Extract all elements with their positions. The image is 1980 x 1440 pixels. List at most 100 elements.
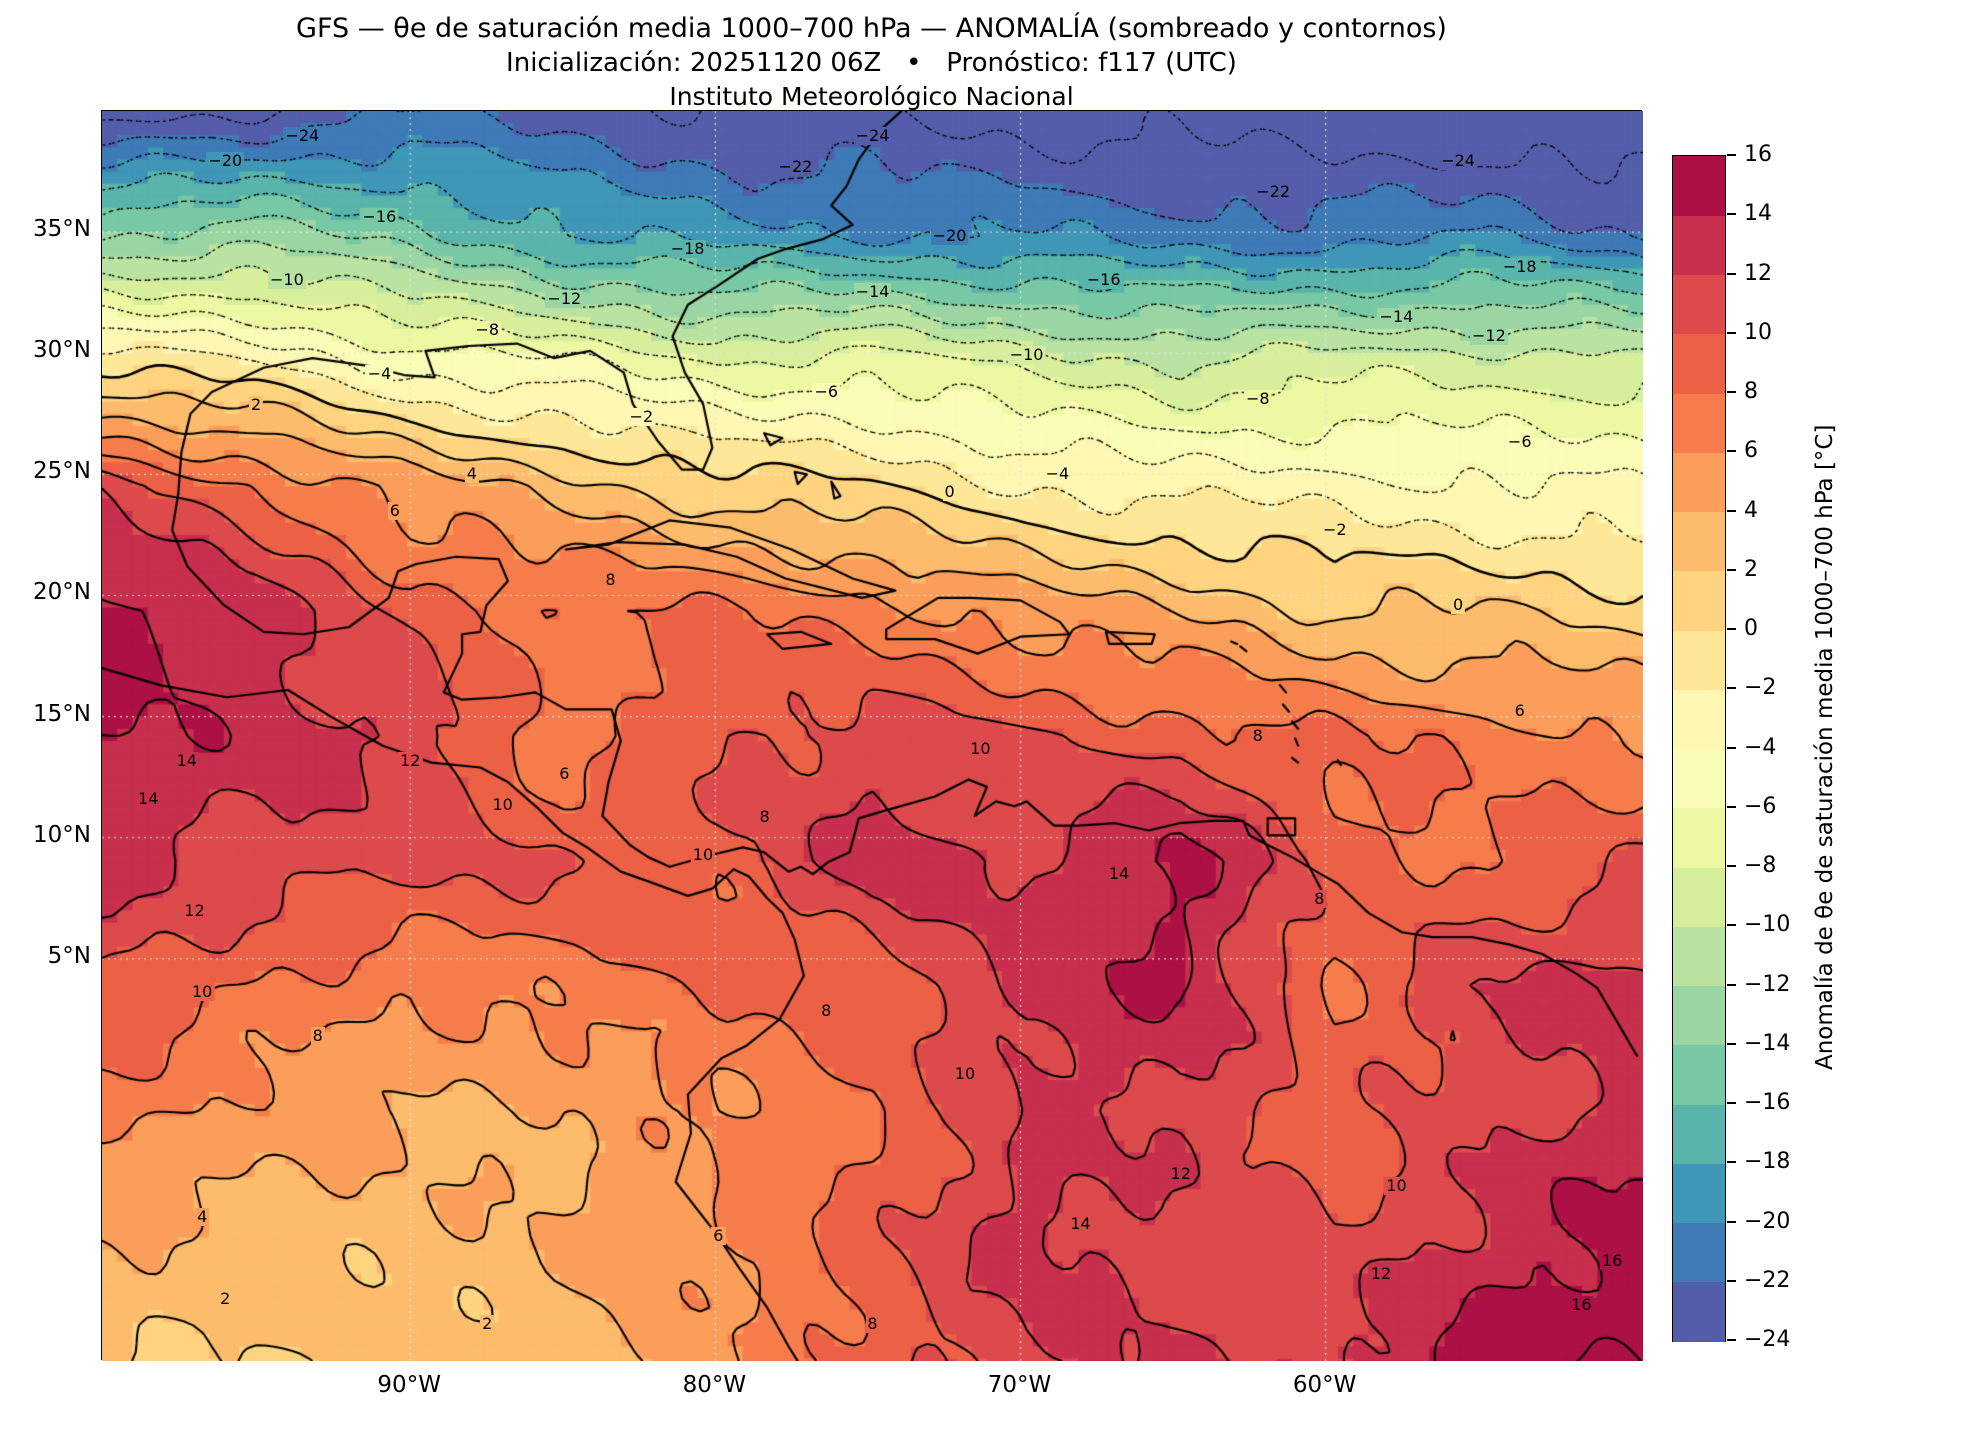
contour-label: 8 (757, 807, 772, 827)
colorbar-tick (1727, 1279, 1736, 1282)
contour-label: 2 (249, 394, 264, 414)
contour-label: −12 (545, 288, 584, 308)
colorbar-segment (1673, 807, 1725, 868)
contour-label: −2 (1321, 519, 1349, 539)
contour-label: 8 (819, 1001, 834, 1020)
colorbar-tick (1727, 331, 1736, 334)
colorbar-tick-label: −12 (1744, 971, 1791, 997)
colorbar-segment (1673, 1222, 1725, 1283)
contour-label: −18 (668, 238, 707, 258)
contour-label: −24 (853, 126, 892, 145)
colorbar-segment (1673, 570, 1725, 631)
map-plot-area: −24 −24 −24 −22 −22 −20 −20 −18 −18 −16 −16 −14 −14−… (101, 110, 1643, 1361)
contour-label: −20 (206, 151, 245, 170)
colorbar-label: Anomalía de θe de saturación media 1000–… (1812, 424, 1838, 1071)
colorbar-tick-label: 0 (1744, 616, 1758, 641)
contour-label: 0 (1450, 594, 1466, 614)
colorbar-tick (1727, 628, 1736, 630)
colorbar-segment (1673, 689, 1725, 750)
colorbar-tick (1727, 1339, 1736, 1341)
colorbar-tick-label: −18 (1744, 1149, 1791, 1175)
colorbar-tick-label: −24 (1744, 1327, 1791, 1352)
contour-label: −24 (283, 126, 322, 145)
colorbar-tick (1727, 509, 1736, 512)
colorbar-segment (1673, 1044, 1725, 1105)
colorbar-tick-label: −8 (1744, 853, 1777, 878)
contour-label: 6 (557, 763, 572, 783)
colorbar-tick (1727, 865, 1736, 867)
contour-label: −22 (1254, 182, 1293, 202)
y-tick-label: 20°N (33, 579, 91, 606)
title-block: GFS — θe de saturación media 1000–700 hP… (101, 12, 1642, 113)
contour-label: −2 (627, 407, 656, 427)
contour-label: 10 (189, 982, 215, 1002)
contour-label: 2 (480, 1313, 495, 1333)
colorbar-tick-label: −14 (1744, 1030, 1791, 1056)
contour-label: 8 (865, 1313, 880, 1333)
contour-label: 10 (952, 1063, 978, 1083)
colorbar-segment (1673, 748, 1725, 809)
contour-labels-layer: −24 −24 −24 −22 −22 −20 −20 −18 −18 −16 −16 −14 −14−… (102, 111, 1641, 1359)
colorbar-tick (1727, 687, 1736, 690)
colorbar-segment (1673, 867, 1725, 927)
colorbar-tick-label: 14 (1744, 201, 1772, 227)
colorbar-tick (1727, 1042, 1736, 1045)
colorbar-tick-label: −6 (1744, 793, 1777, 819)
colorbar-tick-label: −16 (1744, 1090, 1791, 1115)
colorbar-segment (1673, 1281, 1725, 1342)
contour-label: 8 (1250, 726, 1265, 745)
contour-label: 10 (1384, 1176, 1409, 1195)
colorbar-segment (1673, 1104, 1725, 1164)
contour-label: 6 (387, 501, 402, 520)
contour-label: −6 (1505, 432, 1534, 452)
contour-label: −14 (1377, 307, 1416, 327)
colorbar-segment (1673, 156, 1725, 216)
x-tick-label: 90°W (377, 1372, 441, 1398)
colorbar-segment (1673, 393, 1725, 453)
contour-label: 4 (195, 1207, 210, 1227)
contour-label: 8 (603, 569, 618, 589)
colorbar-tick (1727, 213, 1736, 216)
colorbar-tick-label: −2 (1744, 675, 1777, 701)
contour-label: 16 (1599, 1251, 1625, 1270)
contour-label: 12 (398, 751, 423, 770)
chart-title: GFS — θe de saturación media 1000–700 hP… (296, 13, 1447, 44)
contour-label: −4 (365, 363, 394, 383)
contour-label: 8 (1312, 888, 1327, 908)
contour-label: 0 (942, 482, 957, 502)
colorbar-segment (1673, 985, 1725, 1046)
colorbar-tick (1727, 450, 1736, 453)
colorbar-tick (1727, 1220, 1736, 1223)
chart-institution: Instituto Meteorológico Nacional (669, 82, 1074, 111)
contour-label: 14 (174, 751, 199, 770)
colorbar-segment (1673, 1163, 1725, 1224)
colorbar-tick-label: 16 (1744, 142, 1772, 167)
contour-label: 12 (182, 901, 207, 920)
contour-label: 10 (968, 738, 993, 758)
contour-label: 2 (218, 1288, 233, 1308)
y-tick-label: 15°N (33, 700, 91, 727)
colorbar-tick (1727, 391, 1736, 393)
contour-label: 4 (464, 463, 479, 483)
colorbar-tick-label: 4 (1744, 497, 1758, 523)
y-tick-label: 10°N (33, 821, 91, 848)
colorbar-tick (1727, 924, 1736, 927)
y-tick-label: 5°N (47, 942, 91, 969)
colorbar-tick-label: 8 (1744, 379, 1758, 404)
colorbar-tick (1727, 154, 1736, 156)
colorbar-tick-label: 2 (1744, 556, 1758, 582)
contour-label: 10 (690, 844, 716, 864)
chart-subtitle: Inicialización: 20251120 06Z • Pronóstic… (506, 48, 1237, 78)
contour-label: −8 (1243, 388, 1272, 408)
contour-label: 14 (136, 788, 161, 808)
colorbar-segment (1673, 630, 1725, 690)
contour-label: −16 (360, 207, 399, 227)
contour-label: −10 (268, 269, 306, 289)
colorbar-tick (1727, 1102, 1736, 1104)
y-tick-label: 25°N (33, 458, 91, 485)
contour-label: 16 (1569, 1294, 1594, 1314)
colorbar-tick-label: 6 (1744, 438, 1758, 464)
colorbar-segment (1673, 511, 1725, 572)
